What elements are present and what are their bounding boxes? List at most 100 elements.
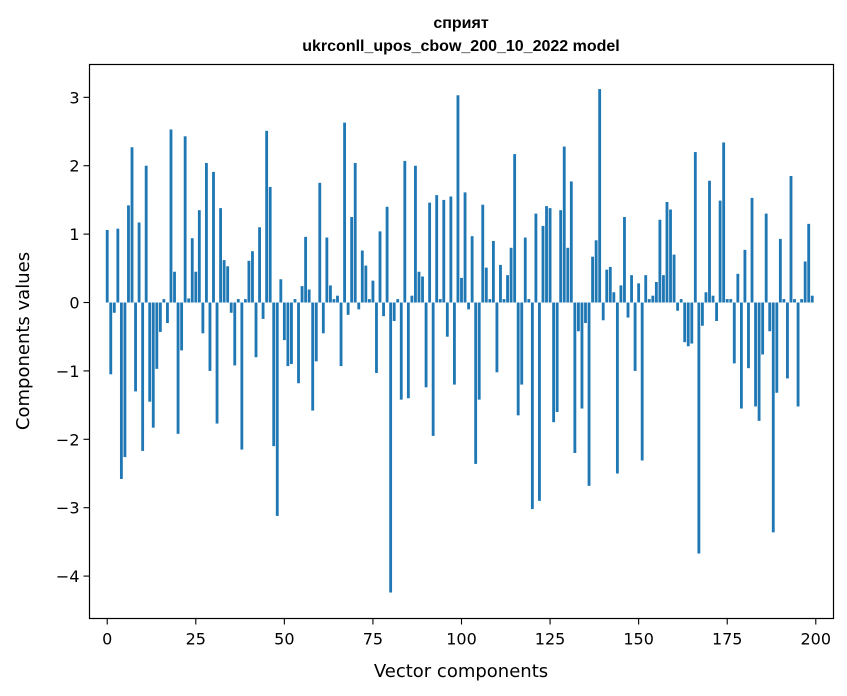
bar: [488, 299, 492, 303]
bar: [771, 302, 775, 533]
bar: [311, 302, 315, 411]
bar: [704, 292, 708, 303]
bar: [272, 302, 276, 447]
y-tick-label: 0: [69, 294, 79, 313]
bar: [378, 231, 382, 303]
bar: [757, 302, 761, 421]
bar: [456, 95, 460, 303]
bar: [346, 302, 350, 315]
bar: [243, 299, 247, 303]
bar: [297, 302, 300, 384]
bar: [148, 302, 152, 402]
bar: [268, 186, 272, 303]
bar: [708, 180, 711, 303]
bar: [711, 295, 715, 303]
bar: [530, 302, 534, 510]
bar: [615, 302, 619, 474]
bar: [258, 227, 261, 303]
y-tick-label: 3: [69, 88, 79, 107]
bar: [683, 302, 687, 343]
bar: [127, 205, 130, 303]
bar: [392, 302, 396, 321]
bar: [605, 269, 609, 303]
bar: [548, 208, 552, 303]
bar: [410, 295, 414, 303]
bar: [800, 299, 804, 303]
bar: [364, 265, 368, 303]
bar: [594, 240, 598, 303]
bar: [739, 302, 743, 409]
bar: [527, 299, 531, 303]
bar: [325, 237, 329, 303]
bar: [654, 282, 658, 303]
bar: [304, 236, 308, 303]
bar: [300, 286, 304, 303]
bar: [559, 210, 563, 303]
bar: [275, 302, 279, 516]
bar: [119, 302, 123, 479]
bar: [105, 230, 109, 303]
plot-frame: [88, 63, 835, 620]
bar: [229, 302, 233, 313]
bar: [463, 192, 467, 303]
x-tick-label: 200: [801, 630, 832, 649]
bar: [389, 302, 393, 593]
bar: [367, 299, 371, 303]
bar: [212, 171, 215, 303]
bar: [130, 147, 134, 303]
bar: [382, 302, 385, 317]
x-tick-label: 175: [712, 630, 743, 649]
bar: [233, 302, 237, 366]
x-tick-label: 150: [623, 630, 654, 649]
bar: [406, 302, 410, 399]
bar: [208, 302, 212, 371]
bar: [421, 276, 424, 303]
bar: [442, 199, 446, 303]
bar: [630, 275, 633, 303]
bar: [499, 264, 502, 303]
bar: [116, 228, 120, 303]
y-tick-label: −4: [56, 567, 80, 586]
bar: [764, 213, 768, 303]
bar: [768, 302, 772, 332]
chart-title-line2: ukrconll_upos_cbow_200_10_2022 model: [302, 38, 619, 55]
bar: [580, 302, 584, 409]
bar: [329, 285, 332, 303]
bar: [417, 271, 421, 303]
x-tick-label: 50: [274, 630, 294, 649]
bar: [173, 271, 176, 303]
bar: [201, 302, 205, 334]
bar: [282, 302, 286, 341]
bar: [261, 302, 265, 319]
bar: [601, 302, 605, 321]
bar: [523, 237, 527, 303]
bar: [569, 181, 573, 303]
bar: [807, 223, 811, 303]
bar: [803, 261, 807, 303]
bar: [587, 302, 591, 486]
bar: [516, 302, 520, 416]
bar: [254, 302, 258, 358]
bar: [555, 302, 559, 412]
bar: [123, 302, 127, 458]
bar: [658, 219, 662, 303]
bar: [293, 299, 297, 303]
bar: [438, 299, 442, 303]
bar: [690, 302, 694, 344]
bar: [732, 302, 736, 364]
bar: [265, 130, 269, 303]
bar: [445, 302, 449, 337]
bar: [169, 129, 173, 303]
bar: [793, 299, 796, 303]
bar: [484, 267, 488, 303]
bar: [786, 302, 789, 379]
bar: [754, 302, 757, 407]
bar: [431, 302, 435, 436]
x-tick-label: 100: [446, 630, 477, 649]
bar: [789, 175, 793, 303]
bar: [180, 302, 184, 351]
x-tick-label: 0: [102, 630, 112, 649]
bar: [477, 302, 481, 400]
bar: [598, 89, 602, 303]
bar: [562, 146, 566, 303]
